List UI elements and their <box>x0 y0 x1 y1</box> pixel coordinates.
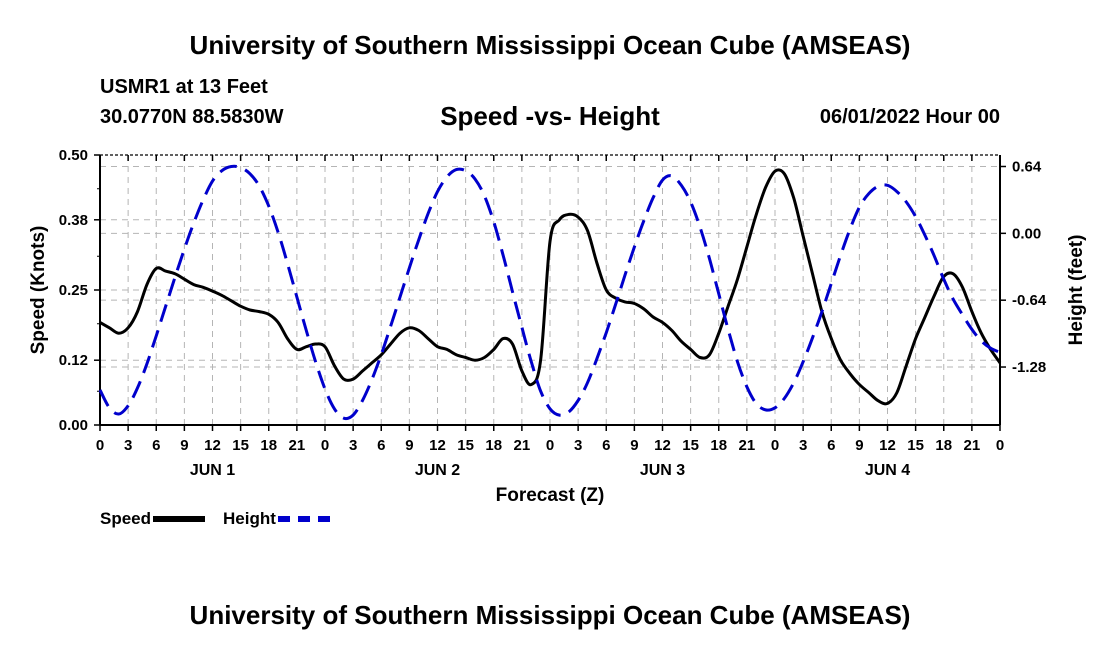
series-line-speed <box>99 168 1002 406</box>
x-tick-label: 12 <box>654 437 671 454</box>
x-tick-label: 12 <box>879 437 896 454</box>
chart-title: University of Southern Mississippi Ocean… <box>189 30 911 60</box>
legend-speed-swatch <box>153 516 206 522</box>
x-tick-label: 0 <box>771 437 779 454</box>
x-tick-label: 9 <box>855 437 863 454</box>
axis-layer <box>94 154 1006 431</box>
legend-height-swatch <box>277 516 330 522</box>
day-label: JUN 2 <box>415 462 460 479</box>
x-tick-label: 9 <box>630 437 638 454</box>
x-tick-label: 12 <box>204 437 221 454</box>
x-tick-label: 0 <box>96 437 104 454</box>
x-axis-title: Forecast (Z) <box>496 485 605 506</box>
x-tick-label: 21 <box>964 437 981 454</box>
legend: Speed Height <box>100 509 330 529</box>
x-tick-label: 21 <box>289 437 306 454</box>
x-tick-label: 3 <box>349 437 357 454</box>
x-tick-label: 0 <box>996 437 1004 454</box>
y2-tick-label: 0.64 <box>1012 158 1042 175</box>
x-tick-label: 9 <box>405 437 413 454</box>
x-tick-label: 21 <box>739 437 756 454</box>
legend-speed-label: Speed <box>100 509 152 528</box>
y-tick-label: 0.12 <box>59 352 88 369</box>
x-tick-label: 6 <box>152 437 160 454</box>
x-tick-label: 0 <box>546 437 554 454</box>
station-label: USMR1 at 13 Feet <box>100 76 268 98</box>
y-tick-label: 0.00 <box>59 417 88 434</box>
y2-tick-label: -0.64 <box>1012 292 1047 309</box>
x-tick-label: 6 <box>827 437 835 454</box>
x-tick-label: 0 <box>321 437 329 454</box>
footer-title: University of Southern Mississippi Ocean… <box>189 600 911 630</box>
x-tick-label: 3 <box>124 437 132 454</box>
series-layer <box>98 164 1002 421</box>
grid-layer <box>100 155 1000 425</box>
label-layer: 0 3 6 9 12 15 18 21 0 3 6 9 12 15 18 21 0 3 6 9 12 15 18 21 0 3 6 9… <box>28 147 1087 506</box>
series-line-height <box>98 164 1001 421</box>
day-label: JUN 4 <box>865 462 910 479</box>
y2-tick-label: 0.00 <box>1012 225 1041 242</box>
x-tick-label: 12 <box>429 437 446 454</box>
x-tick-label: 6 <box>602 437 610 454</box>
plot-subtitle: Speed -vs- Height <box>440 101 660 131</box>
forecast-datetime: 06/01/2022 Hour 00 <box>819 106 1000 128</box>
day-label: JUN 3 <box>640 462 685 479</box>
x-tick-label: 15 <box>457 437 474 454</box>
x-tick-label: 18 <box>935 437 952 454</box>
y-tick-label: 0.38 <box>59 212 88 229</box>
x-tick-label: 18 <box>260 437 277 454</box>
x-tick-label: 3 <box>799 437 807 454</box>
y-axis-title: Speed (Knots) <box>28 226 49 355</box>
x-tick-label: 3 <box>574 437 582 454</box>
station-location: 30.0770N 88.5830W <box>100 106 284 128</box>
x-tick-label: 18 <box>485 437 502 454</box>
y-tick-label: 0.50 <box>59 147 88 164</box>
x-tick-label: 15 <box>682 437 699 454</box>
x-tick-label: 9 <box>180 437 188 454</box>
x-tick-label: 15 <box>232 437 249 454</box>
legend-height-label: Height <box>223 509 276 528</box>
y-tick-label: 0.25 <box>59 282 88 299</box>
y2-axis-title: Height (feet) <box>1066 235 1087 346</box>
x-tick-label: 15 <box>907 437 924 454</box>
x-tick-label: 21 <box>514 437 531 454</box>
x-tick-label: 6 <box>377 437 385 454</box>
y2-tick-label: -1.28 <box>1012 359 1046 376</box>
day-label: JUN 1 <box>190 462 235 479</box>
x-tick-label: 18 <box>710 437 727 454</box>
